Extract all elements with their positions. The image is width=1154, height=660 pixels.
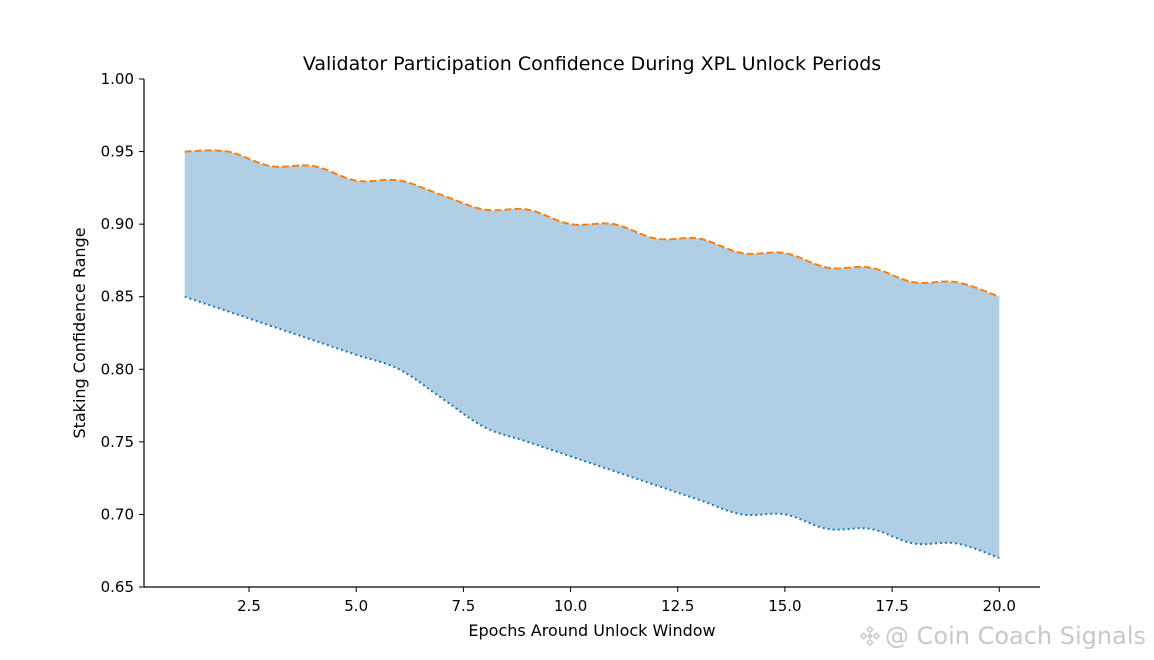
chart-title: Validator Participation Confidence Durin… xyxy=(303,53,881,75)
x-axis-label: Epochs Around Unlock Window xyxy=(468,621,715,640)
y-tick-label: 0.80 xyxy=(101,360,134,378)
confidence-band-fill xyxy=(184,150,1000,558)
x-tick-label: 2.5 xyxy=(237,597,261,615)
upper-bound-line xyxy=(184,149,1000,298)
x-tick-label: 15.0 xyxy=(768,597,801,615)
y-tick-label: 0.70 xyxy=(101,505,134,523)
binance-diamond-icon xyxy=(859,625,881,647)
x-tick-label: 17.5 xyxy=(875,597,908,615)
x-tick-label: 10.0 xyxy=(554,597,587,615)
y-tick-label: 0.95 xyxy=(101,143,134,161)
x-tick-label: 20.0 xyxy=(983,597,1016,615)
plot-area xyxy=(184,149,1000,559)
x-tick-label: 5.0 xyxy=(344,597,368,615)
y-tick-label: 0.85 xyxy=(101,288,134,306)
y-tick-label: 0.90 xyxy=(101,215,134,233)
y-tick-label: 0.75 xyxy=(101,433,134,451)
x-tick-label: 12.5 xyxy=(661,597,694,615)
x-tick-label: 7.5 xyxy=(451,597,475,615)
axes: 2.5 5.0 7.5 10.0 12.5 15.0 17.5 20.0 0.65 0.70 0.7… xyxy=(101,70,1040,615)
y-tick-label: 1.00 xyxy=(101,70,134,88)
watermark: @ Coin Coach Signals xyxy=(859,622,1146,650)
y-axis-label: Staking Confidence Range xyxy=(70,227,89,438)
y-tick-label: 0.65 xyxy=(101,578,134,596)
watermark-text: @ Coin Coach Signals xyxy=(885,622,1146,650)
